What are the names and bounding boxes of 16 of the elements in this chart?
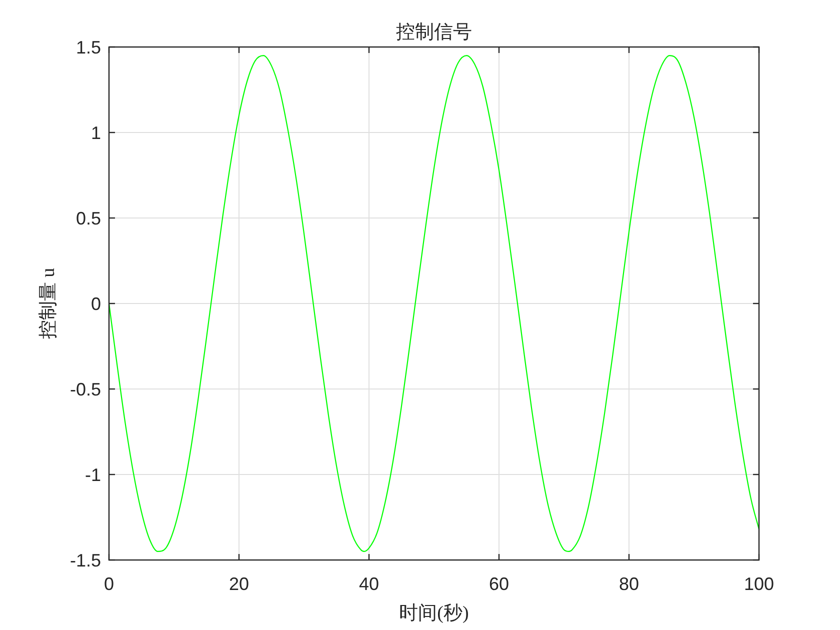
ytick: -1.5: [70, 550, 101, 570]
xtick: 40: [358, 574, 380, 594]
ytick: -1: [84, 465, 101, 485]
ylabel: 控制量 u: [38, 268, 59, 340]
xlabel: 时间(秒): [399, 603, 469, 624]
xtick: 100: [744, 574, 774, 594]
ytick: 1.5: [76, 38, 101, 58]
xtick: 80: [618, 574, 640, 594]
title: 控制信号: [396, 22, 472, 43]
ytick: 0.5: [76, 208, 101, 228]
xtick: 0: [104, 574, 114, 594]
ytick: -0.5: [70, 380, 101, 400]
xtick: 20: [228, 574, 250, 594]
ytick: 0: [90, 294, 101, 314]
xtick: 60: [488, 574, 510, 594]
ytick: 1: [90, 123, 101, 143]
